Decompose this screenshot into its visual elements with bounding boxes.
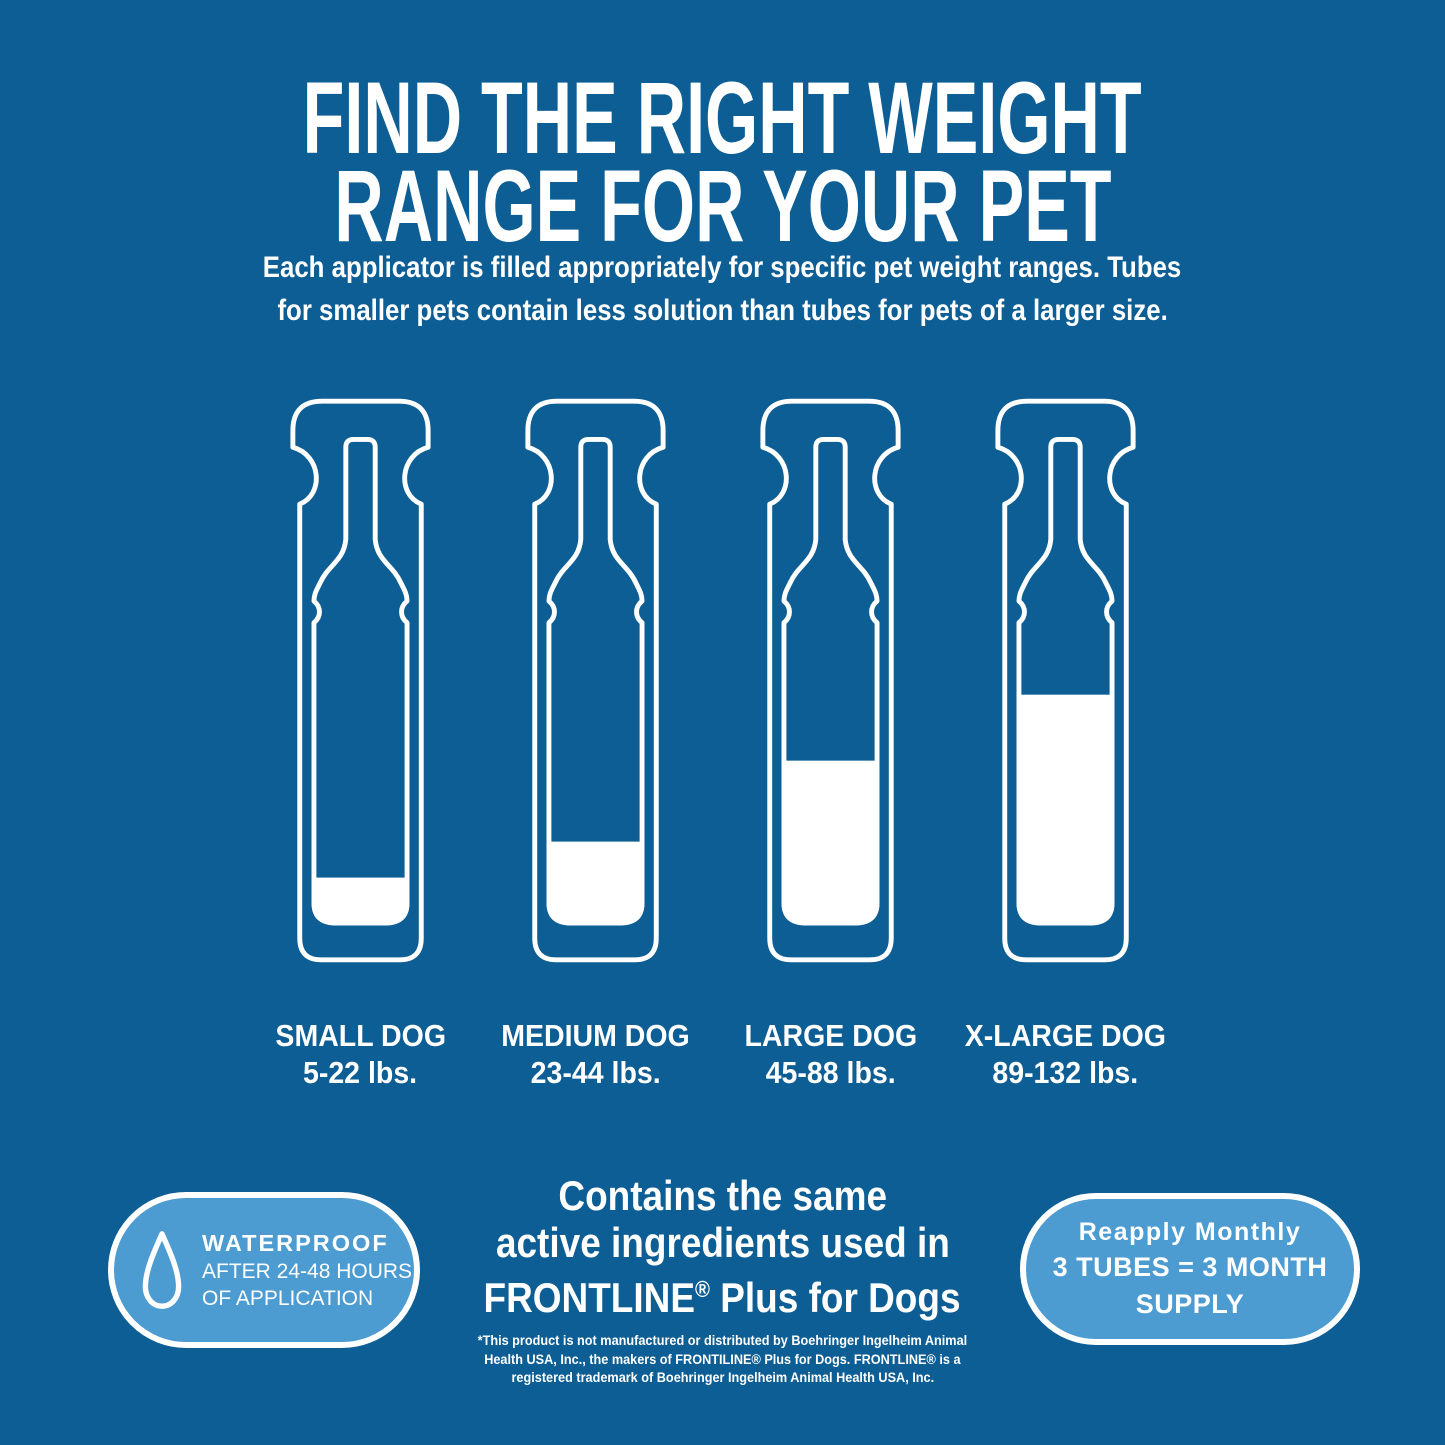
registered-mark: ® bbox=[695, 1276, 711, 1302]
supply-badge-title: Reapply Monthly bbox=[1078, 1218, 1302, 1246]
blister-pack-outline bbox=[290, 398, 431, 963]
applicator-tube-illustration bbox=[525, 398, 666, 963]
tube-cell: LARGE DOG 45-88 lbs. bbox=[744, 393, 917, 1091]
blister-pack-outline bbox=[995, 398, 1136, 963]
waterproof-subtitle-line: OF APPLICATION bbox=[202, 1287, 374, 1310]
subtitle-line-text: Each applicator is filled appropriately … bbox=[263, 251, 1182, 284]
tube-cell: SMALL DOG 5-22 lbs. bbox=[275, 393, 446, 1091]
brand-name: FRONTLINE bbox=[483, 1274, 696, 1321]
disclaimer-line: registered trademark of Boehringer Ingel… bbox=[0, 1369, 1445, 1388]
blister-pack-outline bbox=[525, 398, 666, 963]
tube-size-label: SMALL DOG bbox=[275, 1018, 446, 1053]
title-line: FIND THE RIGHT WEIGHT bbox=[0, 61, 1445, 175]
tube-fill-level bbox=[781, 760, 880, 926]
waterproof-badge-text: WATERPROOF AFTER 24-48 HOURS OF APPLICAT… bbox=[202, 1228, 412, 1312]
waterproof-subtitle-line: AFTER 24-48 HOURS bbox=[202, 1260, 413, 1283]
applicator-outline bbox=[311, 436, 410, 926]
waterproof-badge: WATERPROOF AFTER 24-48 HOURS OF APPLICAT… bbox=[108, 1192, 420, 1348]
ingredients-claim: Contains the same active ingredients use… bbox=[0, 1172, 1445, 1321]
disclaimer-line: Health USA, Inc., the makers of FRONTILI… bbox=[0, 1351, 1445, 1370]
tube-size-label: LARGE DOG bbox=[744, 1018, 917, 1053]
applicator-outline bbox=[546, 436, 645, 926]
tube-size-label: MEDIUM DOG bbox=[501, 1018, 690, 1053]
claim-line: Contains the same bbox=[0, 1172, 1445, 1219]
tube-fill-level bbox=[1016, 694, 1115, 926]
supply-badge: Reapply Monthly 3 TUBES = 3 MONTH SUPPLY bbox=[1020, 1193, 1360, 1345]
tube-row: SMALL DOG 5-22 lbs. MEDIUM DOG 23-44 lbs. LA… bbox=[275, 393, 1166, 1091]
page-subtitle: Each applicator is filled appropriately … bbox=[0, 246, 1445, 332]
tube-weight-range-label: 45-88 lbs. bbox=[765, 1055, 896, 1090]
claim-line-text: active ingredients used in bbox=[495, 1219, 950, 1266]
tube-cell: MEDIUM DOG 23-44 lbs. bbox=[501, 393, 690, 1091]
tube-fill-level bbox=[311, 877, 410, 926]
tube-weight-range-label: 23-44 lbs. bbox=[530, 1055, 661, 1090]
blister-pack-outline bbox=[760, 398, 901, 963]
subtitle-line: for smaller pets contain less solution t… bbox=[0, 289, 1445, 332]
title-line-text: RANGE FOR YOUR PET bbox=[333, 149, 1112, 263]
title-line-text: FIND THE RIGHT WEIGHT bbox=[302, 61, 1143, 175]
applicator-outline bbox=[781, 436, 880, 926]
title-line: RANGE FOR YOUR PET bbox=[0, 149, 1445, 263]
waterproof-title: WATERPROOF bbox=[202, 1230, 389, 1256]
disclaimer-line: *This product is not manufactured or dis… bbox=[0, 1332, 1445, 1351]
tube-weight-range-label: 89-132 lbs. bbox=[992, 1055, 1139, 1090]
subtitle-line: Each applicator is filled appropriately … bbox=[0, 246, 1445, 289]
claim-brand-line-text: FRONTLINE® Plus for Dogs bbox=[484, 1266, 961, 1321]
legal-disclaimer: *This product is not manufactured or dis… bbox=[0, 1332, 1445, 1388]
disclaimer-line-text: registered trademark of Boehringer Ingel… bbox=[511, 1370, 934, 1385]
tube-cell: X-LARGE DOG 89-132 lbs. bbox=[965, 393, 1166, 1091]
supply-badge-line: SUPPLY bbox=[1135, 1289, 1245, 1319]
tube-fill-level bbox=[546, 841, 645, 926]
subtitle-line-text: for smaller pets contain less solution t… bbox=[277, 294, 1168, 327]
claim-line-text: Contains the same bbox=[558, 1172, 887, 1219]
claim-brand-line: FRONTLINE® Plus for Dogs bbox=[0, 1266, 1445, 1321]
page-title: FIND THE RIGHT WEIGHT RANGE FOR YOUR PET bbox=[0, 61, 1445, 263]
disclaimer-line-text: Health USA, Inc., the makers of FRONTILI… bbox=[484, 1351, 961, 1367]
applicator-tube-illustration bbox=[995, 398, 1136, 963]
applicator-tube-illustration bbox=[760, 398, 901, 963]
supply-badge-line: 3 TUBES = 3 MONTH bbox=[1052, 1252, 1328, 1282]
applicator-outline bbox=[1016, 436, 1115, 926]
applicator-tube-illustration bbox=[290, 398, 431, 963]
disclaimer-line-text: *This product is not manufactured or dis… bbox=[477, 1333, 968, 1348]
brand-line-rest: Plus for Dogs bbox=[710, 1274, 961, 1321]
tube-weight-range-label: 5-22 lbs. bbox=[303, 1055, 418, 1090]
water-droplet-icon bbox=[140, 1228, 184, 1312]
claim-line: active ingredients used in bbox=[0, 1219, 1445, 1266]
tube-size-label: X-LARGE DOG bbox=[964, 1018, 1167, 1053]
